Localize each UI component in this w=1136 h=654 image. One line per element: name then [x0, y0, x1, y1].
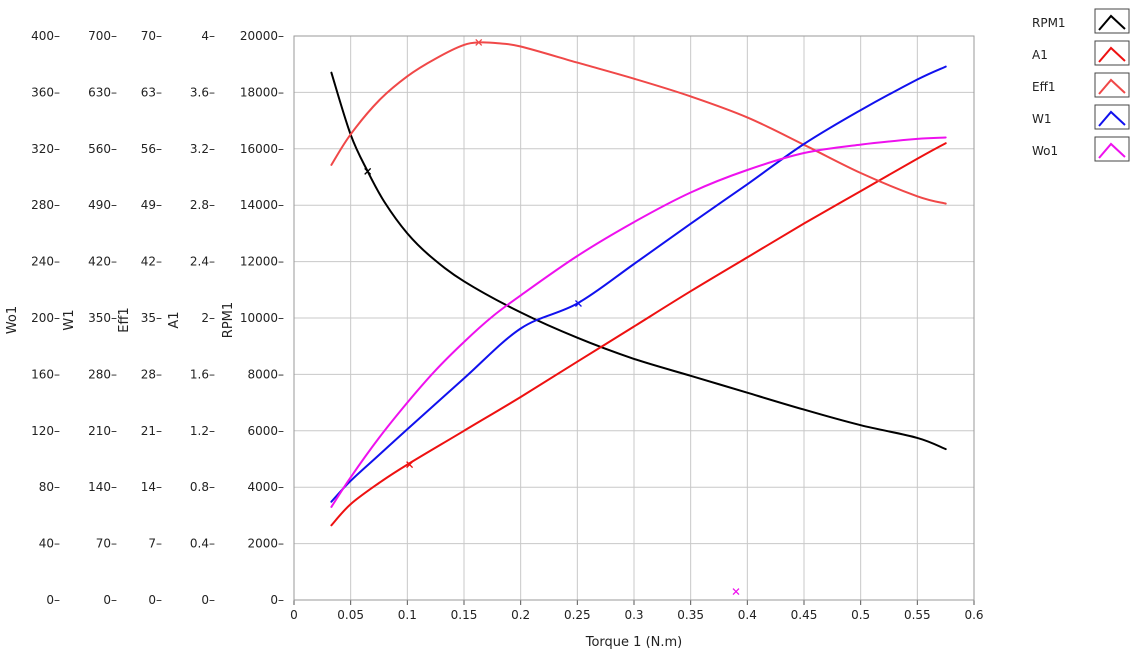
y-tick-label-w1: 420–: [88, 255, 117, 269]
y-tick-label-eff1: 28–: [141, 367, 162, 381]
y-tick-label-eff1: 14–: [141, 480, 162, 494]
y-tick-label-rpm1: 14000–: [240, 198, 284, 212]
y-tick-label-a1: 0–: [201, 593, 215, 607]
y-axis-title-w1: W1: [62, 309, 77, 330]
y-tick-label-wo1: 400–: [31, 29, 60, 43]
y-tick-label-w1: 70–: [96, 537, 117, 551]
x-tick-label: 0.3: [624, 608, 643, 622]
y-tick-label-w1: 210–: [88, 424, 117, 438]
legend-swatch-eff1: [1098, 78, 1126, 95]
y-tick-label-w1: 700–: [88, 29, 117, 43]
y-tick-label-a1: 3.2–: [190, 142, 215, 156]
y-tick-label-rpm1: 18000–: [240, 85, 284, 99]
x-tick-label: 0.5: [851, 608, 870, 622]
legend-label-rpm1: RPM1: [1032, 16, 1066, 30]
y-tick-label-rpm1: 8000–: [247, 367, 284, 381]
y-tick-label-rpm1: 0–: [270, 593, 284, 607]
series-line-eff1: [330, 41, 947, 205]
series-line-wo1: [330, 136, 947, 508]
y-tick-label-a1: 3.6–: [190, 85, 215, 99]
y-tick-label-eff1: 21–: [141, 424, 162, 438]
y-tick-label-wo1: 240–: [31, 255, 60, 269]
y-axis-title-rpm1: RPM1: [221, 302, 236, 338]
y-tick-label-w1: 560–: [88, 142, 117, 156]
y-tick-label-wo1: 280–: [31, 198, 60, 212]
x-tick-label: 0.25: [564, 608, 591, 622]
legend-swatch-box: [1094, 72, 1130, 98]
series-line-rpm1: [330, 71, 947, 451]
y-tick-label-a1: 1.2–: [190, 424, 215, 438]
y-tick-label-w1: 140–: [88, 480, 117, 494]
legend-label-wo1: Wo1: [1032, 144, 1058, 158]
legend-label-a1: A1: [1032, 48, 1048, 62]
y-tick-label-a1: 1.6–: [190, 367, 215, 381]
y-tick-label-wo1: 120–: [31, 424, 60, 438]
y-tick-label-rpm1: 16000–: [240, 142, 284, 156]
y-tick-label-w1: 630–: [88, 85, 117, 99]
y-tick-label-a1: 0.4–: [190, 537, 215, 551]
marker-rpm1: [364, 167, 372, 175]
x-tick-label: 0.15: [451, 608, 478, 622]
y-tick-label-wo1: 80–: [39, 480, 60, 494]
plot-border: [293, 35, 975, 601]
series-line-a1: [330, 142, 947, 527]
legend-label-w1: W1: [1032, 112, 1052, 126]
y-tick-label-rpm1: 6000–: [247, 424, 284, 438]
y-tick-label-rpm1: 2000–: [247, 537, 284, 551]
legend-label-eff1: Eff1: [1032, 80, 1055, 94]
marker-w1: [575, 300, 582, 307]
y-tick-label-eff1: 42–: [141, 255, 162, 269]
marker-wo1: [732, 588, 740, 595]
legend-swatch-w1: [1098, 110, 1126, 127]
y-tick-label-eff1: 56–: [141, 142, 162, 156]
x-tick-label: 0.6: [964, 608, 983, 622]
x-tick-label: 0.4: [738, 608, 757, 622]
y-tick-label-eff1: 35–: [141, 311, 162, 325]
y-tick-label-w1: 490–: [88, 198, 117, 212]
x-tick-label: 0: [290, 608, 298, 622]
y-tick-label-a1: 2.4–: [190, 255, 215, 269]
y-tick-label-w1: 0–: [103, 593, 117, 607]
x-tick-label: 0.05: [337, 608, 364, 622]
x-axis-title: Torque 1 (N.m): [585, 635, 683, 650]
x-tick-label: 0.1: [398, 608, 417, 622]
y-tick-label-eff1: 7–: [148, 537, 162, 551]
x-tick-label: 0.55: [904, 608, 931, 622]
y-tick-label-wo1: 200–: [31, 311, 60, 325]
y-tick-label-wo1: 360–: [31, 85, 60, 99]
y-tick-label-w1: 350–: [88, 311, 117, 325]
y-tick-label-rpm1: 20000–: [240, 29, 284, 43]
legend-swatch-a1: [1098, 46, 1126, 63]
y-axis-title-wo1: Wo1: [5, 306, 20, 334]
y-tick-label-eff1: 0–: [148, 593, 162, 607]
y-tick-label-wo1: 40–: [39, 537, 60, 551]
series-line-w1: [330, 65, 947, 503]
y-axis-title-a1: A1: [167, 311, 182, 328]
y-axis-title-eff1: Eff1: [117, 307, 132, 332]
y-tick-label-rpm1: 12000–: [240, 255, 284, 269]
y-tick-label-wo1: 160–: [31, 367, 60, 381]
marker-a1: [406, 461, 414, 469]
y-tick-label-eff1: 63–: [141, 85, 162, 99]
y-tick-label-rpm1: 10000–: [240, 311, 284, 325]
x-tick-label: 0.35: [677, 608, 704, 622]
y-tick-label-a1: 2–: [201, 311, 215, 325]
y-tick-label-eff1: 70–: [141, 29, 162, 43]
x-tick-label: 0.45: [791, 608, 818, 622]
y-tick-label-a1: 4–: [201, 29, 215, 43]
y-tick-label-eff1: 49–: [141, 198, 162, 212]
y-tick-label-wo1: 320–: [31, 142, 60, 156]
y-tick-label-rpm1: 4000–: [247, 480, 284, 494]
y-tick-label-w1: 280–: [88, 367, 117, 381]
legend-swatch-rpm1: [1098, 14, 1126, 31]
x-tick-label: 0.2: [511, 608, 530, 622]
marker-eff1: [475, 38, 483, 46]
legend-swatch-wo1: [1098, 142, 1126, 159]
y-tick-label-a1: 0.8–: [190, 480, 215, 494]
y-tick-label-wo1: 0–: [46, 593, 60, 607]
y-tick-label-a1: 2.8–: [190, 198, 215, 212]
